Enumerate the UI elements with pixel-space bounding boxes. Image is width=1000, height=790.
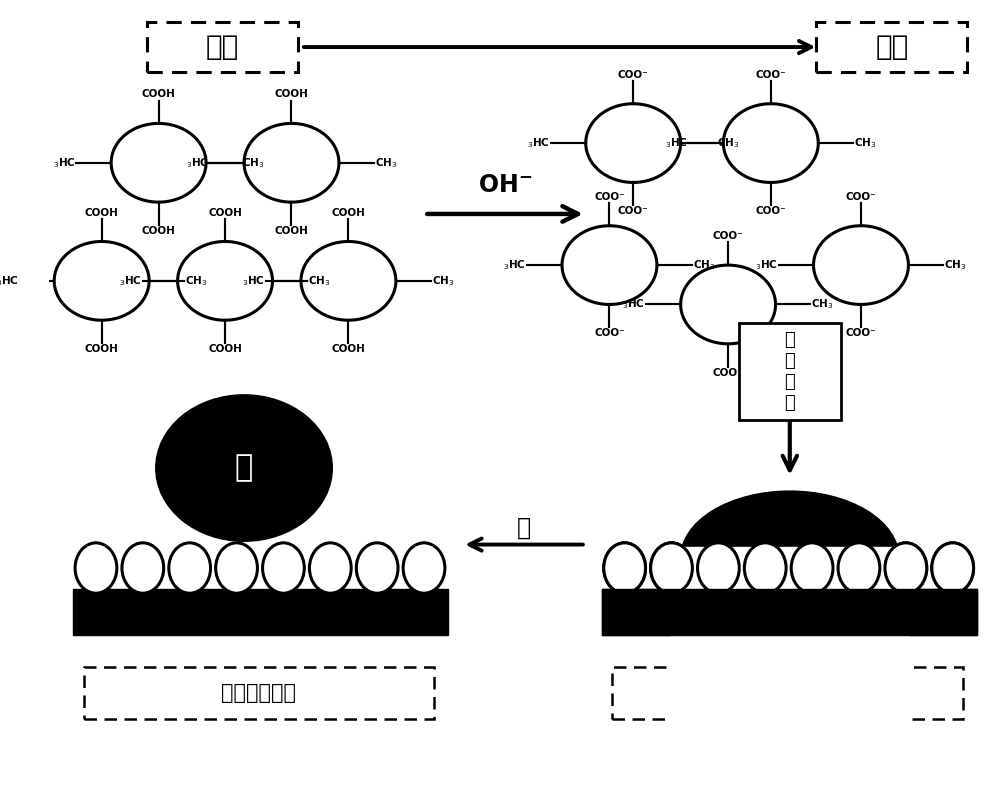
Bar — [671, 547, 908, 788]
FancyBboxPatch shape — [739, 322, 841, 420]
Bar — [602, 589, 977, 635]
Ellipse shape — [697, 543, 739, 593]
Text: 水: 水 — [235, 453, 253, 483]
Text: COOH: COOH — [85, 344, 119, 354]
Ellipse shape — [122, 543, 164, 593]
Text: COO⁻: COO⁻ — [756, 206, 786, 216]
Bar — [73, 589, 448, 635]
Text: $_3$HC: $_3$HC — [0, 274, 18, 288]
FancyBboxPatch shape — [147, 22, 298, 72]
Text: COOH: COOH — [332, 208, 365, 217]
Text: $_3$HC: $_3$HC — [242, 274, 265, 288]
Text: CH$_3$: CH$_3$ — [854, 136, 877, 150]
Text: 疏水: 疏水 — [206, 33, 239, 61]
Ellipse shape — [838, 543, 880, 593]
Text: COO⁻: COO⁻ — [594, 192, 625, 201]
Ellipse shape — [403, 543, 445, 593]
Text: $_3$HC: $_3$HC — [755, 258, 778, 272]
FancyBboxPatch shape — [84, 668, 434, 720]
Text: $_3$HC: $_3$HC — [622, 298, 645, 311]
Ellipse shape — [932, 543, 974, 593]
Bar — [602, 589, 977, 635]
Ellipse shape — [604, 543, 646, 593]
Ellipse shape — [169, 543, 211, 593]
Ellipse shape — [697, 543, 739, 593]
Text: CH$_3$: CH$_3$ — [375, 156, 397, 170]
Text: $\mathbf{OH^{-}}$: $\mathbf{OH^{-}}$ — [478, 173, 532, 197]
Text: COO⁻: COO⁻ — [713, 368, 743, 378]
Ellipse shape — [744, 543, 786, 593]
Circle shape — [156, 395, 332, 541]
Ellipse shape — [838, 543, 880, 593]
Ellipse shape — [75, 543, 117, 593]
Text: COO⁻: COO⁻ — [846, 192, 876, 201]
Ellipse shape — [791, 543, 833, 593]
Ellipse shape — [356, 543, 398, 593]
Text: COO⁻: COO⁻ — [618, 70, 648, 80]
Ellipse shape — [932, 543, 974, 593]
Ellipse shape — [651, 543, 692, 593]
Ellipse shape — [681, 491, 899, 625]
Text: COO⁻: COO⁻ — [846, 329, 876, 338]
Text: CH$_3$: CH$_3$ — [185, 274, 207, 288]
Text: COOH: COOH — [85, 208, 119, 217]
Text: COO⁻: COO⁻ — [713, 231, 743, 241]
Text: CH$_3$: CH$_3$ — [242, 156, 264, 170]
Ellipse shape — [216, 543, 257, 593]
FancyBboxPatch shape — [816, 22, 967, 72]
Text: COOH: COOH — [332, 344, 365, 354]
Ellipse shape — [309, 543, 351, 593]
Text: CH$_3$: CH$_3$ — [717, 136, 739, 150]
Text: COOH: COOH — [275, 89, 308, 100]
Text: $_3$HC: $_3$HC — [186, 156, 208, 170]
Text: 亲水滑移表面: 亲水滑移表面 — [750, 683, 825, 703]
Text: $_3$HC: $_3$HC — [527, 136, 550, 150]
Text: CH$_3$: CH$_3$ — [944, 258, 967, 272]
Ellipse shape — [885, 543, 927, 593]
Ellipse shape — [885, 543, 927, 593]
Text: CH$_3$: CH$_3$ — [432, 274, 454, 288]
Text: CH$_3$: CH$_3$ — [693, 258, 715, 272]
Text: 水: 水 — [517, 515, 531, 540]
Text: COO⁻: COO⁻ — [618, 206, 648, 216]
Text: $_3$HC: $_3$HC — [119, 274, 142, 288]
Text: CH$_3$: CH$_3$ — [308, 274, 331, 288]
FancyBboxPatch shape — [612, 668, 963, 720]
Text: COOH: COOH — [275, 226, 308, 236]
Text: COO⁻: COO⁻ — [756, 70, 786, 80]
Text: 疏水滑移表面: 疏水滑移表面 — [221, 683, 296, 703]
Ellipse shape — [791, 543, 833, 593]
Text: $_3$HC: $_3$HC — [503, 258, 526, 272]
Ellipse shape — [651, 543, 692, 593]
Text: $_3$HC: $_3$HC — [53, 156, 75, 170]
Ellipse shape — [604, 543, 646, 593]
Text: $_3$HC: $_3$HC — [665, 136, 687, 150]
Text: 亲水: 亲水 — [876, 33, 909, 61]
Text: CH$_3$: CH$_3$ — [811, 298, 834, 311]
Text: COOH: COOH — [142, 89, 176, 100]
Text: COOH: COOH — [208, 208, 242, 217]
Text: COOH: COOH — [208, 344, 242, 354]
Text: COO⁻: COO⁻ — [594, 329, 625, 338]
Text: COOH: COOH — [142, 226, 176, 236]
Ellipse shape — [744, 543, 786, 593]
Ellipse shape — [263, 543, 304, 593]
Text: 储
层
吸
附: 储 层 吸 附 — [784, 331, 795, 412]
